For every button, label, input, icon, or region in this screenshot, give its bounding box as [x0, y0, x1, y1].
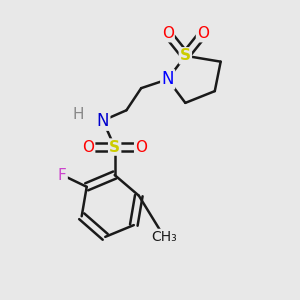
Text: CH₃: CH₃ [151, 230, 177, 244]
Text: F: F [58, 167, 67, 182]
Text: S: S [180, 48, 191, 63]
Text: O: O [135, 140, 147, 154]
Text: N: N [161, 70, 174, 88]
Text: O: O [162, 26, 174, 41]
Text: H: H [72, 107, 84, 122]
Text: O: O [82, 140, 94, 154]
Text: O: O [197, 26, 209, 41]
Text: N: N [97, 112, 109, 130]
Text: S: S [109, 140, 120, 154]
